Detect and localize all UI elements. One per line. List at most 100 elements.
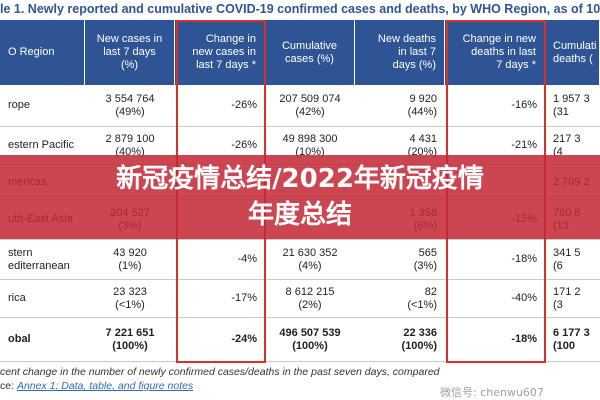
cell-text: last 7 days <box>103 46 156 58</box>
table-cell: 341 5 (6 <box>545 240 600 280</box>
cell-text: (3 <box>553 298 563 311</box>
cell-text: 496 507 539 <box>279 326 341 339</box>
cell-text: obal <box>8 333 31 345</box>
cell-text: -4% <box>237 253 257 265</box>
banner-line: 新冠疫情总结/2022年新冠疫情 <box>116 164 484 194</box>
cell-text: 8 612 215 <box>285 285 335 298</box>
table-cell: 21 630 352 (4%) <box>265 240 355 280</box>
header-cell: Cumulative cases (%) <box>265 20 355 85</box>
table-cell: 43 920 (1%) <box>85 240 175 280</box>
cell-text: 21 630 352 <box>282 246 338 259</box>
cell-text: estern Pacific <box>8 139 75 151</box>
table-cell: -16% <box>445 85 545 127</box>
table-cell: obal <box>0 318 85 362</box>
table-cell: 22 336 (100%) <box>355 318 445 362</box>
header-cell: O Region <box>0 20 85 85</box>
header-cell: New deaths in last 7 days (%) <box>355 20 445 85</box>
footnote: cent change in the number of newly confi… <box>0 366 440 378</box>
table-cell: -40% <box>445 280 545 318</box>
header-cell: Change in new cases in last 7 days * <box>175 20 265 85</box>
cell-text: (4 <box>553 145 563 158</box>
cell-text: 207 509 074 <box>279 92 341 105</box>
cell-text: (100%) <box>292 339 328 352</box>
cell-text: (1%) <box>118 259 142 272</box>
cell-text: 7 days * <box>496 59 536 71</box>
cell-text: last 7 days * <box>196 59 256 71</box>
cell-text: 82 <box>424 285 437 298</box>
cell-text: (<1%) <box>407 298 437 311</box>
cell-text: cases (%) <box>285 52 334 65</box>
table-cell: -4% <box>175 240 265 280</box>
header-cell: New cases in last 7 days (%) <box>85 20 175 85</box>
banner-line: 年度总结 <box>247 200 352 230</box>
cell-text: -16% <box>511 99 537 111</box>
table-cell: 496 507 539 (100%) <box>265 318 355 362</box>
cell-text: deaths in last <box>471 46 536 58</box>
cell-text: -26% <box>231 139 257 151</box>
cell-text: New cases in <box>96 33 163 45</box>
source: ce: Annex 1: Data, table, and figure not… <box>0 380 600 392</box>
cell-text: (49%) <box>115 105 145 118</box>
table-cell: 565 (3%) <box>355 240 445 280</box>
cell-text: 341 5 <box>553 246 581 259</box>
table-cell <box>265 200 355 240</box>
table-cell: 82 (<1%) <box>355 280 445 318</box>
table-cell: 23 323 (<1%) <box>85 280 175 318</box>
cell-text: (40%) <box>115 145 145 158</box>
table-cell: 8 612 215 (2%) <box>265 280 355 318</box>
cell-text: in last 7 <box>398 46 436 58</box>
source-link[interactable]: Annex 1: Data, table, and figure notes <box>16 380 194 392</box>
cell-text: 4 431 <box>409 132 437 145</box>
cell-text: 43 920 <box>113 246 147 259</box>
cell-text: -17% <box>231 292 257 304</box>
cell-text: editerranean <box>8 259 70 272</box>
title: le 1. Newly reported and cumulative COVI… <box>0 2 600 16</box>
cell-text: 9 920 <box>409 92 437 105</box>
cell-text: (10%) <box>295 145 325 158</box>
cell-text: (%) <box>120 59 139 71</box>
cell-text: (4%) <box>298 259 322 272</box>
table-cell: rica <box>0 280 85 318</box>
cell-text: -18% <box>511 333 537 345</box>
cell-text: days (%) <box>392 59 436 71</box>
cell-text: stern <box>8 246 33 259</box>
table-cell: 1 957 3 (31 <box>545 85 600 127</box>
cell-text: deaths ( <box>553 52 593 65</box>
cell-text: Change in new <box>462 33 536 45</box>
cell-text: rope <box>8 99 31 111</box>
cell-text: -40% <box>511 292 537 304</box>
cell-text: (2%) <box>298 298 322 311</box>
cell-text: O Region <box>8 46 55 58</box>
table-cell: -26% <box>175 85 265 127</box>
table-cell: 9 920 (44%) <box>355 85 445 127</box>
cell-text: 7 221 651 <box>105 326 155 339</box>
cell-text: 2 879 100 <box>105 132 155 145</box>
cell-text: (20%) <box>407 145 437 158</box>
cell-text: (44%) <box>407 105 437 118</box>
table-cell: -17% <box>175 280 265 318</box>
table-cell: 171 2 (3 <box>545 280 600 318</box>
cell-text: (100%) <box>401 339 437 352</box>
cell-text: 6 177 3 <box>553 326 590 339</box>
cell-text: 23 323 <box>113 285 147 298</box>
cell-text: 3 554 764 <box>105 92 155 105</box>
cell-text: Cumulative <box>281 39 338 52</box>
source-prefix: ce: <box>0 380 15 392</box>
cell-text: 22 336 <box>403 326 437 339</box>
cell-text: rica <box>8 292 26 304</box>
cell-text: (100 <box>553 339 576 352</box>
table-cell: 7 221 651 (100%) <box>85 318 175 362</box>
cell-text: 49 898 300 <box>282 132 338 145</box>
banner: 新冠疫情总结/2022年新冠疫情 年度总结 <box>0 155 600 239</box>
cell-text: Change in <box>205 33 256 45</box>
table-cell: 49 898 300 (10%) <box>265 127 355 165</box>
cell-text: (6 <box>553 259 563 272</box>
cell-text: Cumulati <box>553 39 597 52</box>
cell-text: new cases in <box>192 46 256 58</box>
header-cell: Cumulati deaths ( <box>545 20 600 85</box>
watermark: 微信号: chenwu607 <box>440 386 544 399</box>
cell-text: (<1%) <box>115 298 145 311</box>
cell-text: (42%) <box>295 105 325 118</box>
cell-text: New deaths <box>377 33 436 45</box>
